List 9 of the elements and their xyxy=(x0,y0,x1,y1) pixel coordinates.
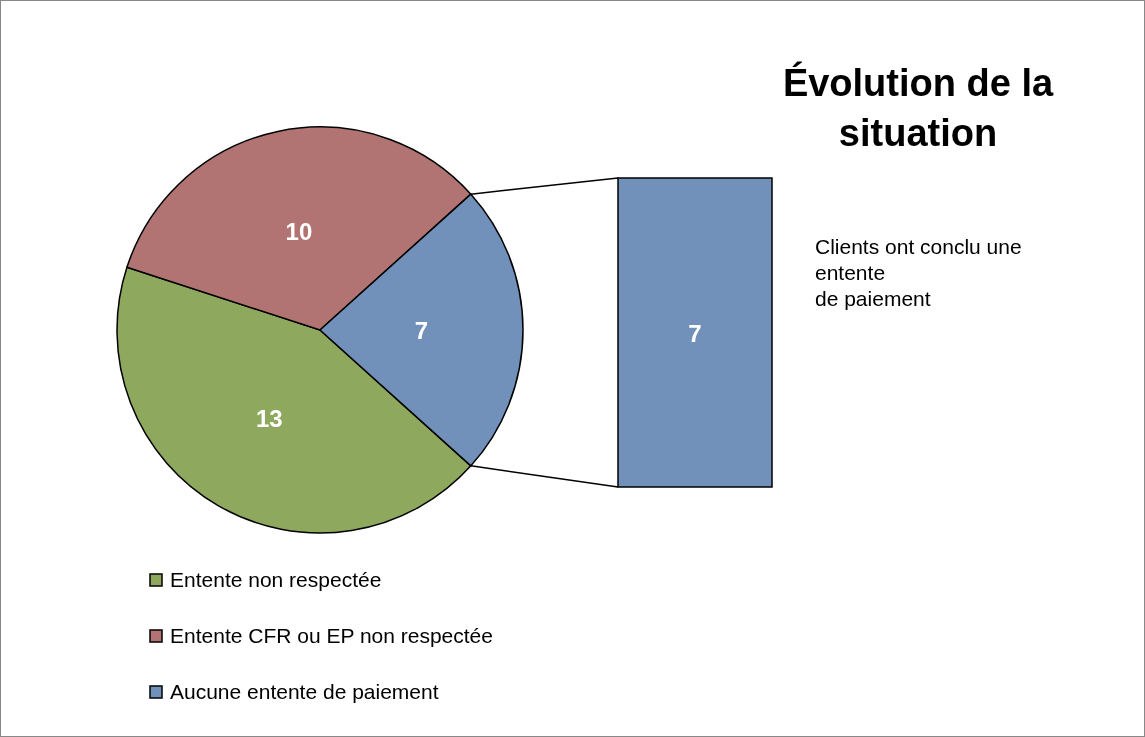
data-label: 7 xyxy=(414,317,429,344)
legend-label: Entente non respectée xyxy=(170,568,382,591)
text: 7 xyxy=(688,319,702,347)
data-label: 10 xyxy=(285,217,313,245)
data-label: 13 xyxy=(255,404,283,432)
text: Clients ont conclu une entente de paiement xyxy=(815,235,1022,310)
legend-label: Aucune entente de paiement xyxy=(170,680,439,703)
text: Évolution de la situation xyxy=(782,61,1054,154)
legend-label: Entente CFR ou EP non respectée xyxy=(170,624,493,647)
